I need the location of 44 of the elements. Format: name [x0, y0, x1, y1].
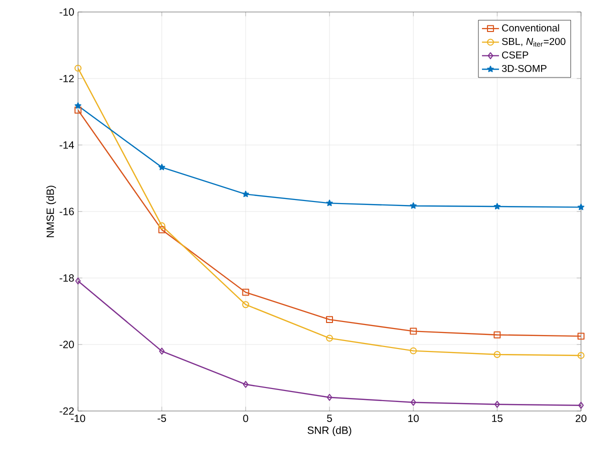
legend-label: CSEP	[502, 51, 528, 58]
point	[578, 204, 584, 210]
y-tick-label: -18	[60, 274, 74, 282]
point	[242, 301, 250, 308]
x-tick-label: 20	[576, 414, 586, 422]
point	[494, 203, 501, 210]
point	[158, 226, 166, 234]
point	[242, 288, 250, 296]
x-tick-label: 5	[327, 414, 332, 422]
point	[326, 334, 333, 342]
point	[410, 202, 417, 209]
x-tick-label: -5	[158, 414, 166, 422]
x-tick-label: -10	[70, 414, 86, 422]
point	[158, 164, 166, 170]
x-tick-label: 15	[492, 414, 503, 422]
y-tick-label: -16	[60, 208, 74, 216]
point	[410, 398, 416, 406]
x-tick-label: 0	[243, 414, 248, 422]
y-tick-label: -22	[60, 407, 74, 415]
y-axis-title: NMSE (dB)	[46, 186, 56, 238]
point	[326, 316, 333, 324]
point	[242, 190, 250, 198]
y-tick-label: -10	[60, 8, 74, 16]
x-axis-title: SNR (dB)	[308, 426, 352, 436]
point	[494, 400, 500, 408]
point	[410, 328, 417, 335]
point	[578, 332, 584, 340]
y-tick-label: -20	[60, 340, 74, 348]
point	[158, 222, 166, 230]
point	[410, 347, 417, 354]
point	[494, 331, 501, 338]
legend-label: 3D-SOMP	[502, 64, 546, 72]
y-tick-label: -14	[60, 141, 74, 149]
point	[74, 102, 82, 109]
x-tick-label: 10	[408, 414, 419, 422]
point	[494, 350, 501, 358]
point	[159, 348, 165, 355]
legend-label: Conventional	[502, 24, 560, 32]
point	[242, 380, 248, 388]
legend-label: SBL, N$_{iter}$=200	[502, 38, 566, 47]
point	[74, 106, 82, 114]
point	[326, 394, 332, 401]
y-tick-label: -12	[60, 74, 74, 82]
point	[326, 200, 333, 206]
